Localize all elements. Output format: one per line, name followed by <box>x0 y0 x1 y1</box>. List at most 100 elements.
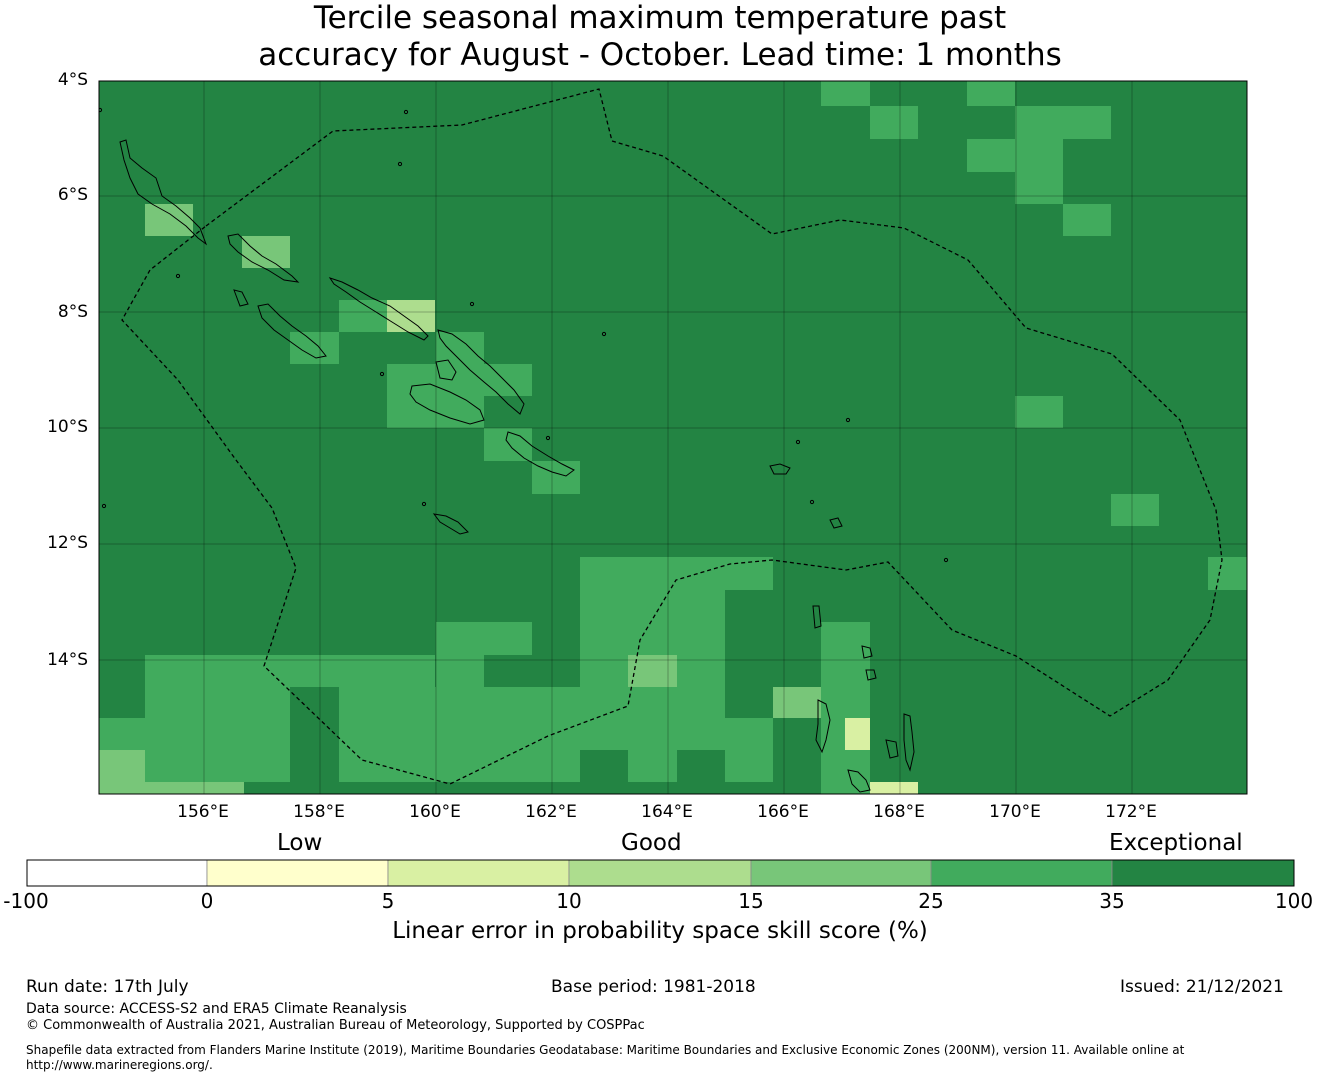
skill-cell <box>821 655 870 687</box>
cb-tick-5: 5 <box>381 889 395 913</box>
skill-cell <box>387 364 532 396</box>
lat-label-6s: 6°S <box>57 185 88 205</box>
skill-cell <box>1208 557 1247 590</box>
lon-label-164e: 164°E <box>641 802 693 822</box>
colorbar-segment <box>387 859 570 887</box>
coastline <box>233 289 249 307</box>
run-date: Run date: 17th July <box>26 977 189 997</box>
base-period: Base period: 1981-2018 <box>551 977 756 997</box>
coastline <box>847 769 871 793</box>
skill-cell <box>242 236 290 268</box>
coastline <box>861 645 873 659</box>
title-line-2: accuracy for August - October. Lead time… <box>258 37 1062 73</box>
skill-cell <box>870 106 918 139</box>
coastline <box>409 383 485 425</box>
coastline <box>812 605 822 629</box>
skill-cell <box>145 750 290 782</box>
skill-cell <box>1015 396 1063 428</box>
skill-cell <box>967 139 1015 172</box>
skill-cell <box>145 718 290 750</box>
islet <box>809 499 815 505</box>
coastline <box>505 431 575 477</box>
skill-cell <box>532 461 580 494</box>
map-frame <box>98 80 1248 795</box>
skill-cell <box>339 687 725 718</box>
islet <box>403 109 409 115</box>
coastline <box>257 303 327 359</box>
skill-cell <box>436 332 484 364</box>
lon-label-158e: 158°E <box>293 802 345 822</box>
skill-cell <box>387 300 435 332</box>
islet <box>469 301 475 307</box>
islet <box>845 417 851 423</box>
islet <box>795 439 801 445</box>
islet <box>175 273 181 279</box>
skill-cell <box>436 622 532 655</box>
skill-cell <box>821 622 870 655</box>
skill-cell <box>845 718 870 750</box>
cb-tick-10: 10 <box>556 889 582 913</box>
skill-cell <box>967 81 1015 106</box>
islet <box>601 331 607 337</box>
islet <box>421 501 427 507</box>
copyright: © Commonwealth of Australia 2021, Austra… <box>26 1018 645 1033</box>
colorbar-segment <box>1111 859 1295 887</box>
skill-cell <box>1063 204 1111 236</box>
islet <box>99 107 103 113</box>
skill-cell <box>628 750 677 782</box>
skill-cell <box>1015 106 1111 139</box>
colorbar-title: Linear error in probability space skill … <box>392 918 928 944</box>
lon-label-170e: 170°E <box>989 802 1041 822</box>
shapefile-credit-line1: Shapefile data extracted from Flanders M… <box>26 1043 1185 1057</box>
skill-cell <box>145 204 193 236</box>
lon-label-162e: 162°E <box>525 802 577 822</box>
islet <box>379 371 385 377</box>
cb-tick-100: 100 <box>1274 889 1314 913</box>
colorbar-segment <box>206 859 389 887</box>
map-title: Tercile seasonal maximum temperature pas… <box>0 0 1320 74</box>
coastline <box>865 669 877 681</box>
category-exceptional: Exceptional <box>1109 830 1243 856</box>
skill-cell <box>821 750 870 794</box>
skill-cell <box>580 557 773 590</box>
issued-date: Issued: 21/12/2021 <box>1120 977 1284 997</box>
colorbar-segment <box>930 859 1113 887</box>
lat-label-4s: 4°S <box>57 70 88 90</box>
lat-label-12s: 12°S <box>47 533 88 553</box>
skill-cell <box>1111 494 1159 526</box>
shapefile-credit-line2: http://www.marineregions.org/. <box>26 1058 213 1072</box>
lon-label-160e: 160°E <box>409 802 461 822</box>
coastline <box>437 329 525 415</box>
lon-label-172e: 172°E <box>1105 802 1157 822</box>
category-low: Low <box>277 830 323 856</box>
cb-tick-minus100: -100 <box>3 889 49 913</box>
skill-cell <box>145 655 435 687</box>
colorbar-segment <box>568 859 752 887</box>
skill-cell <box>1015 139 1063 204</box>
title-line-1: Tercile seasonal maximum temperature pas… <box>313 0 1007 36</box>
cb-tick-0: 0 <box>200 889 214 913</box>
category-good: Good <box>621 830 682 856</box>
lat-label-10s: 10°S <box>47 417 88 437</box>
skill-cell <box>290 332 339 364</box>
skill-cell <box>339 750 580 782</box>
cb-tick-15: 15 <box>738 889 764 913</box>
coastline <box>227 233 300 283</box>
skill-cell <box>725 750 773 782</box>
coastline <box>903 713 915 772</box>
coastline <box>829 517 843 529</box>
cb-tick-35: 35 <box>1099 889 1125 913</box>
coastline <box>432 513 469 535</box>
lat-label-8s: 8°S <box>57 302 88 322</box>
skill-cell <box>580 655 628 687</box>
coastline <box>885 739 899 759</box>
lon-label-168e: 168°E <box>873 802 925 822</box>
colorbar-segment <box>26 859 208 887</box>
skill-cell <box>99 782 244 794</box>
lon-label-166e: 166°E <box>757 802 809 822</box>
lon-label-156e: 156°E <box>177 802 229 822</box>
coastline <box>328 277 429 341</box>
cb-tick-25: 25 <box>918 889 944 913</box>
